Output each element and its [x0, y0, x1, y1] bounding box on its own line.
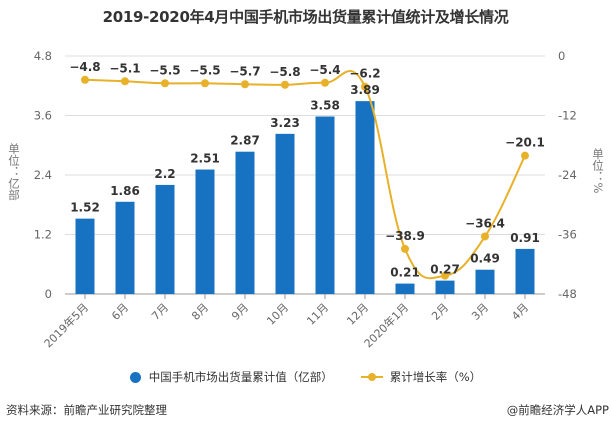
- bar-value-label: 1.52: [70, 201, 100, 215]
- right-tick-label: -24: [558, 168, 577, 182]
- bar: [315, 116, 335, 294]
- bar: [195, 169, 215, 294]
- left-tick-label: 3.6: [34, 109, 52, 123]
- bar: [155, 184, 175, 294]
- legend-line-marker: [360, 373, 383, 381]
- growth-value-label: −5.5: [149, 63, 180, 77]
- growth-point: [121, 77, 129, 86]
- right-tick-label: -48: [558, 287, 577, 301]
- growth-point: [521, 151, 529, 160]
- x-tick-label: 6月: [109, 301, 131, 323]
- growth-value-label: −6.2: [349, 67, 380, 81]
- x-tick-label: 3月: [469, 301, 491, 323]
- x-tick-label: 2月: [429, 301, 451, 323]
- left-tick-label: 2.4: [34, 168, 52, 182]
- bar-value-label: 0.21: [390, 266, 420, 280]
- bar-value-label: 3.23: [270, 116, 300, 130]
- bar-value-label: 3.89: [350, 83, 380, 97]
- legend-line-label: 累计增长率（%）: [389, 370, 482, 384]
- growth-value-label: −36.4: [465, 216, 505, 230]
- bar: [475, 269, 495, 294]
- growth-point: [321, 78, 329, 87]
- x-tick-label: 8月: [189, 301, 211, 323]
- credit-note: @前瞻经济学人APP: [506, 403, 609, 417]
- x-tick-label: 2019年5月: [41, 300, 91, 350]
- legend-item-bar[interactable]: 中国手机市场出货量累计值（亿部）: [129, 369, 333, 385]
- bar-value-label: 2.87: [230, 134, 260, 148]
- growth-point: [361, 82, 369, 91]
- growth-point: [441, 271, 449, 280]
- growth-value-label: −5.4: [309, 63, 340, 77]
- x-tick-label: 11月: [304, 301, 331, 328]
- bar-value-label: 1.86: [110, 184, 140, 198]
- bar-value-label: 0.91: [510, 231, 540, 245]
- bar-value-label: 3.58: [310, 98, 340, 112]
- source-note: 资料来源：前瞻产业研究院整理: [6, 403, 167, 417]
- left-tick-label: 1.2: [34, 228, 52, 242]
- legend-item-line[interactable]: 累计增长率（%）: [360, 369, 482, 385]
- right-tick-label: 0: [558, 49, 565, 63]
- x-tick-label: 9月: [229, 301, 251, 323]
- growth-value-label: −5.8: [269, 65, 300, 79]
- bar-value-label: 0.27: [430, 263, 460, 277]
- growth-value-label: −38.9: [385, 229, 425, 243]
- x-tick-label: 7月: [149, 301, 171, 323]
- legend-bar-marker: [129, 371, 141, 383]
- right-tick-label: -36: [558, 228, 577, 242]
- left-tick-label: 0: [45, 287, 52, 301]
- growth-value-label: −5.5: [189, 63, 220, 77]
- legend-bar-label: 中国手机市场出货量累计值（亿部）: [148, 370, 333, 384]
- bar: [515, 248, 535, 294]
- growth-value-label: −5.7: [229, 64, 260, 78]
- x-tick-label: 4月: [509, 301, 531, 323]
- bar: [355, 101, 375, 294]
- growth-point: [481, 232, 489, 241]
- x-tick-label: 10月: [264, 301, 291, 328]
- growth-value-label: −4.8: [69, 60, 100, 74]
- bar-value-label: 0.49: [470, 252, 500, 266]
- growth-point: [241, 80, 249, 89]
- growth-point: [161, 79, 169, 88]
- bar-value-label: 2.51: [190, 152, 220, 166]
- bar: [435, 280, 455, 294]
- x-tick-label: 12月: [344, 301, 371, 328]
- growth-value-label: −5.1: [109, 61, 140, 75]
- bar-value-label: 2.2: [154, 167, 175, 181]
- growth-point: [281, 80, 289, 89]
- bar: [235, 151, 255, 294]
- bar: [275, 133, 295, 294]
- legend: 中国手机市场出货量累计值（亿部） 累计增长率（%）: [0, 369, 611, 385]
- left-axis-title: 单位：亿部: [7, 143, 21, 201]
- growth-point: [201, 79, 209, 88]
- growth-value-label: −20.1: [505, 136, 545, 150]
- bar: [115, 201, 135, 294]
- left-tick-label: 4.8: [34, 49, 52, 63]
- right-axis-title: 单位：%: [591, 148, 605, 194]
- bar: [75, 218, 95, 294]
- right-tick-label: -12: [558, 109, 577, 123]
- bar: [395, 283, 415, 294]
- growth-point: [81, 75, 89, 84]
- chart-title: 2019-2020年4月中国手机市场出货量累计值统计及增长情况: [102, 8, 509, 26]
- growth-point: [401, 244, 409, 253]
